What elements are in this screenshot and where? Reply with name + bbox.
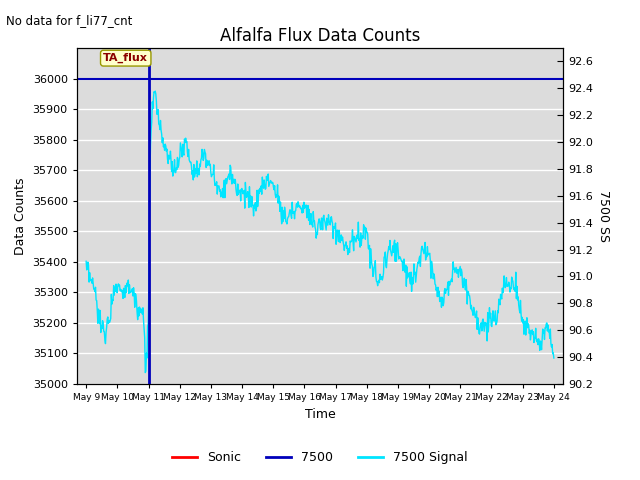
Text: TA_flux: TA_flux xyxy=(103,53,148,63)
Text: No data for f_li77_cnt: No data for f_li77_cnt xyxy=(6,14,132,27)
X-axis label: Time: Time xyxy=(305,408,335,420)
Legend: Sonic, 7500, 7500 Signal: Sonic, 7500, 7500 Signal xyxy=(167,446,473,469)
Title: Alfalfa Flux Data Counts: Alfalfa Flux Data Counts xyxy=(220,27,420,45)
Y-axis label: Data Counts: Data Counts xyxy=(14,177,27,255)
Y-axis label: 7500 SS: 7500 SS xyxy=(596,190,610,242)
